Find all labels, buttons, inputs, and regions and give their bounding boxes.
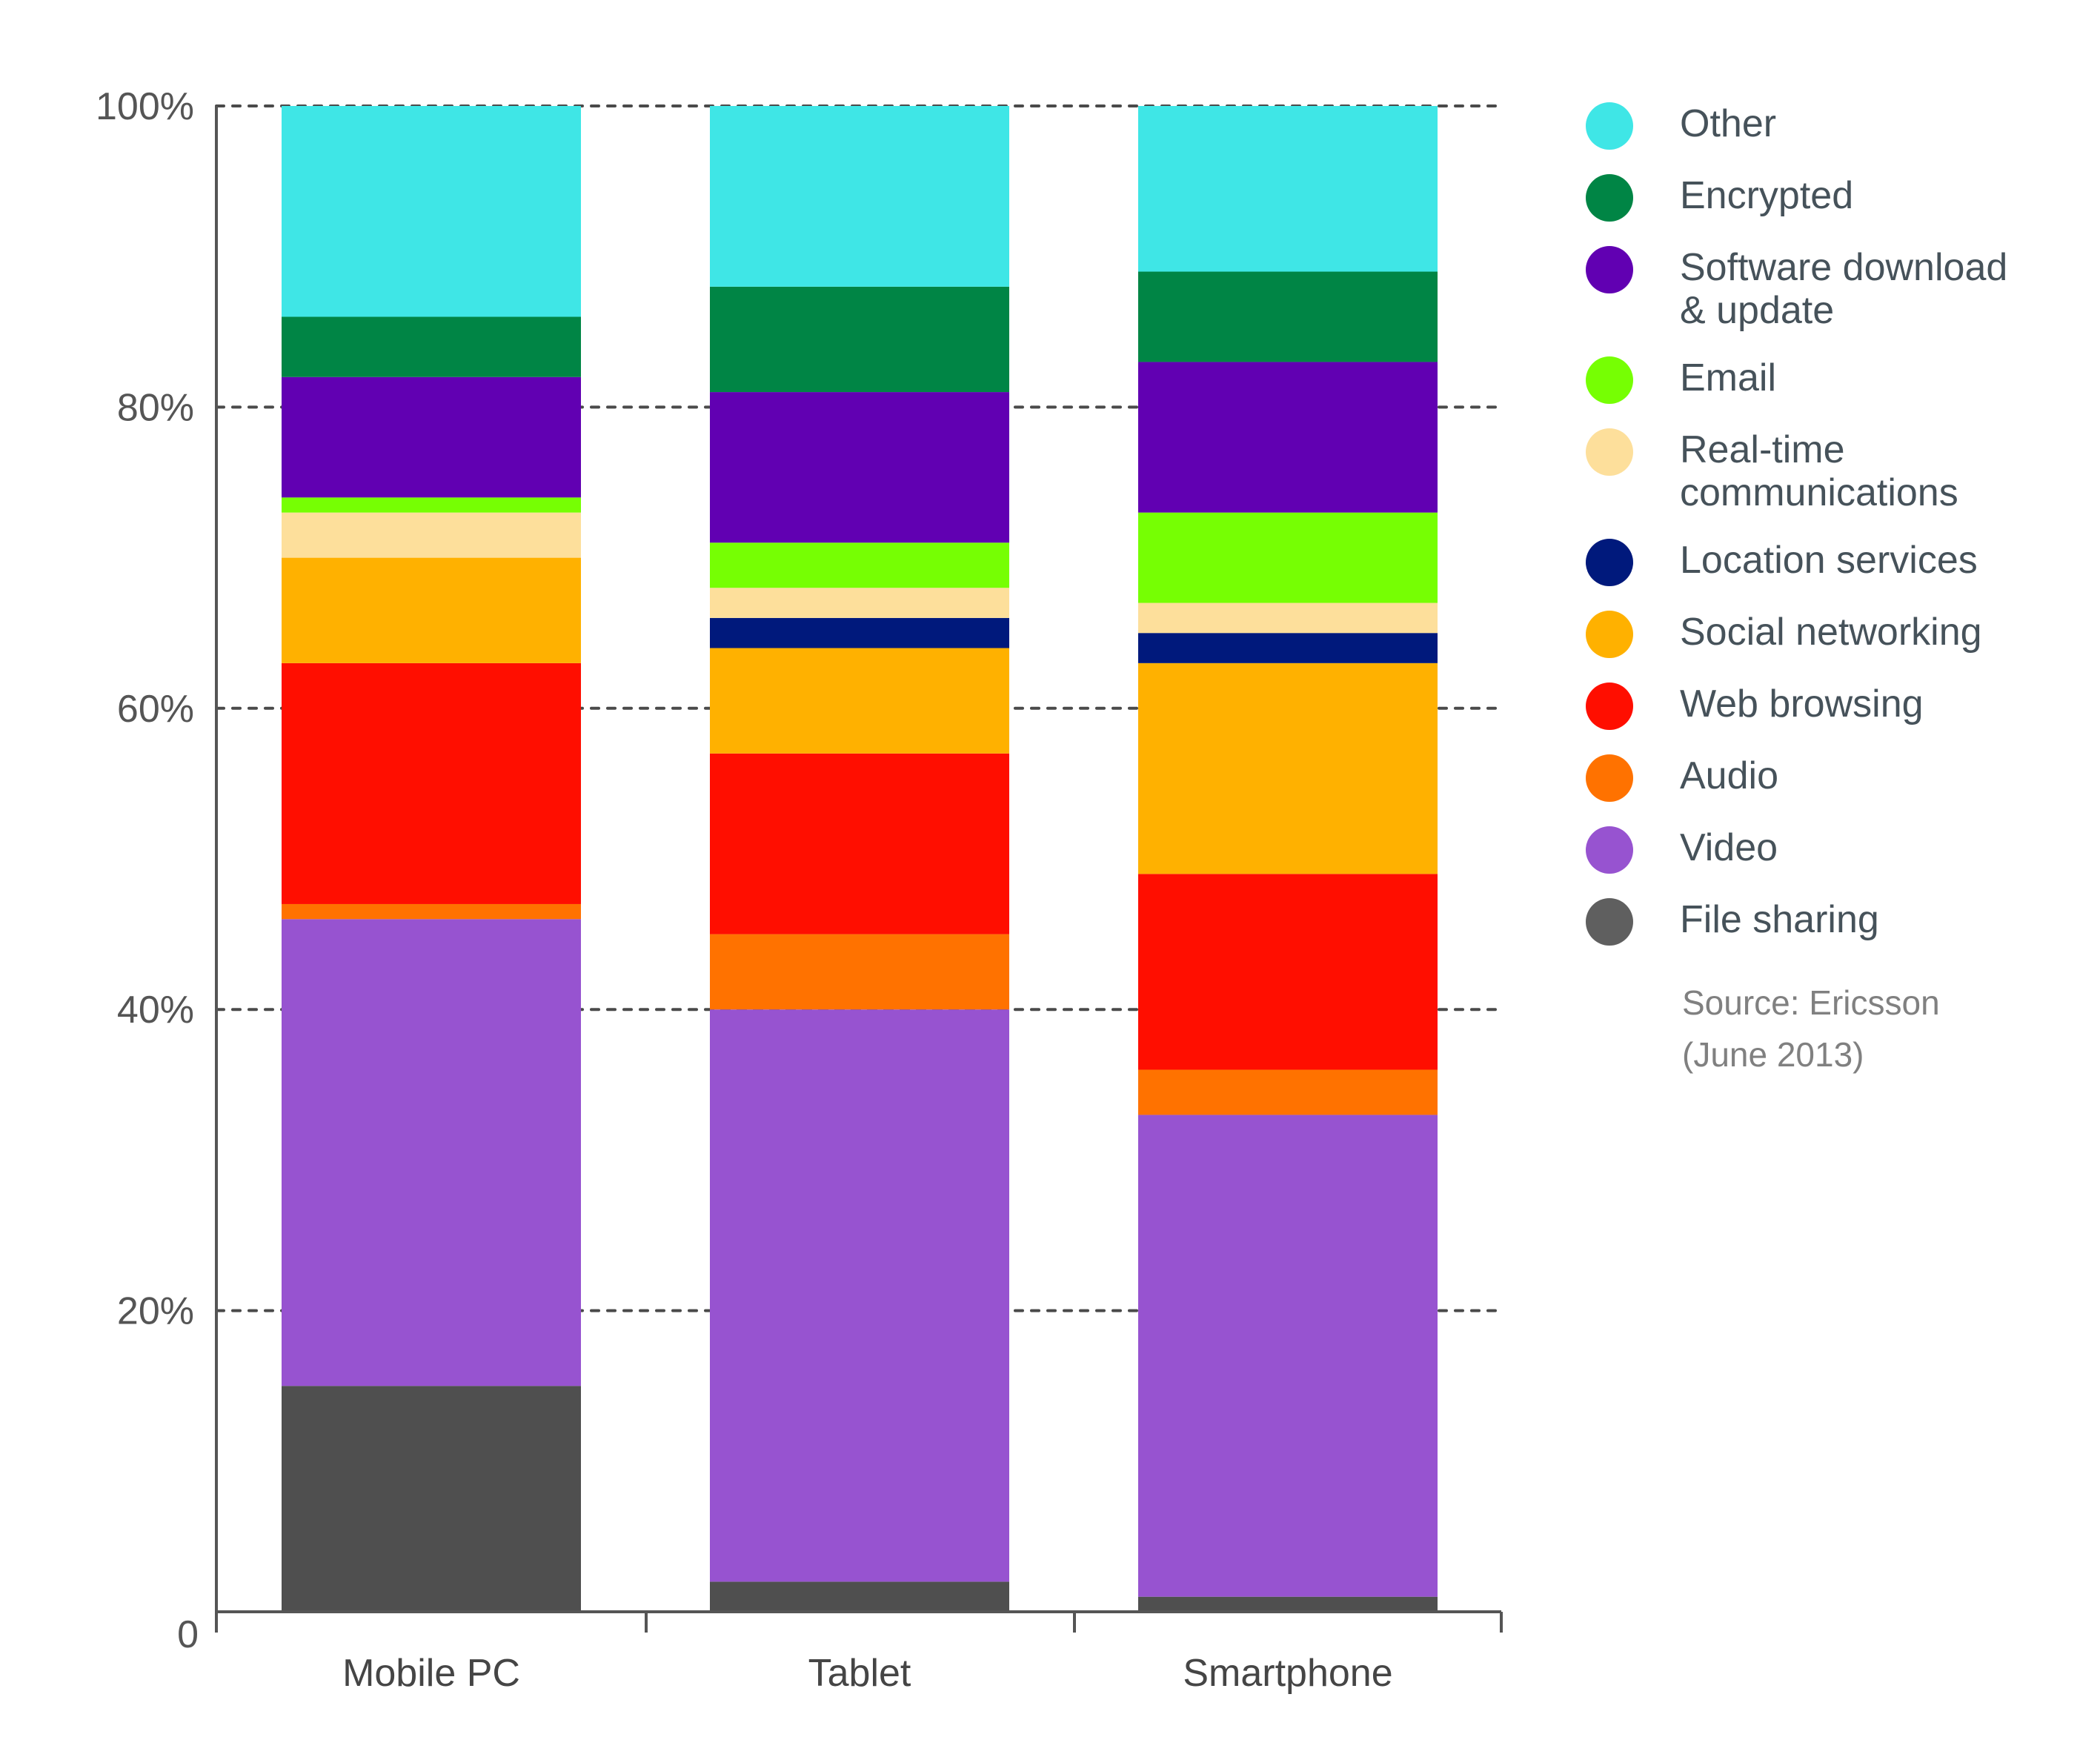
legend-swatch-icon [1586,754,1633,802]
segment-web-browsing [710,753,1009,934]
segment-video [1138,1115,1438,1597]
legend-label: Other [1680,102,1776,145]
segment-location-services [1138,633,1438,663]
y-tick-label: 40% [117,989,194,1032]
y-tick-label: 80% [117,386,194,429]
legend-label-line: Other [1680,102,1777,145]
legend-label-line: Web browsing [1680,683,1924,725]
bar-tablet [710,106,1009,1612]
segment-email [282,497,581,513]
bar-mobile-pc [282,106,581,1612]
legend-label: Audio [1680,754,1778,797]
segment-real-time-communications [710,588,1009,618]
legend-item: File sharing [1586,898,2090,946]
legend-label-line: Location services [1680,539,1978,582]
legend-swatch-icon [1586,683,1633,730]
source-note: Source: Ericsson (June 2013) [1682,977,1940,1080]
legend-label: Email [1680,356,1776,399]
segment-video [710,1009,1009,1582]
legend-label: Real-time communications [1680,428,1958,514]
segment-audio [1138,1069,1438,1115]
legend-item: Software download & update [1586,246,2090,332]
legend-swatch-icon [1586,246,1633,293]
legend-item: Social networking [1586,611,2090,658]
legend-swatch-icon [1586,826,1633,874]
legend-item: Encrypted [1586,174,2090,222]
bars [282,106,1438,1612]
legend-swatch-icon [1586,539,1633,586]
source-line-2: (June 2013) [1682,1035,1864,1074]
legend-item: Video [1586,826,2090,874]
segment-file-sharing [1138,1596,1438,1612]
legend-label: Encrypted [1680,174,1853,217]
segment-file-sharing [710,1581,1009,1612]
legend-item: Other [1586,102,2090,150]
legend-item: Real-time communications [1586,428,2090,514]
legend-item: Web browsing [1586,683,2090,730]
y-axis-tick-labels: 0 20% 40% 60% 80% 100% [96,85,199,1656]
legend-swatch-icon [1586,428,1633,476]
x-category-label: Mobile PC [342,1652,520,1695]
bar-smartphone [1138,106,1438,1612]
segment-social-networking [710,648,1009,754]
segment-audio [710,934,1009,1010]
segment-real-time-communications [282,512,581,558]
x-category-label: Tablet [808,1652,911,1695]
segment-audio [282,903,581,920]
segment-location-services [710,617,1009,648]
legend-swatch-icon [1586,356,1633,404]
segment-software-download-update [1138,362,1438,513]
legend-label: File sharing [1680,898,1879,941]
legend-label-line: Email [1680,356,1777,399]
legend-label: Web browsing [1680,683,1924,725]
legend-label-line: communications [1680,471,1958,514]
legend-item: Audio [1586,754,2090,802]
legend-label: Location services [1680,539,1978,582]
legend-label: Software download & update [1680,246,2007,332]
segment-software-download-update [282,376,581,498]
y-tick-label: 0 [177,1613,199,1656]
legend-label-line: Social networking [1680,611,1982,654]
legend-label-line: Audio [1680,754,1778,797]
source-line-1: Source: Ericsson [1682,983,1940,1022]
segment-encrypted [1138,271,1438,362]
segment-other [1138,106,1438,272]
segment-web-browsing [282,663,581,904]
legend-label-line: Real-time [1680,428,1845,471]
segment-social-networking [282,557,581,663]
segment-web-browsing [1138,874,1438,1070]
axes [215,106,1503,1633]
segment-social-networking [1138,663,1438,874]
segment-encrypted [282,316,581,377]
legend-label-line: Video [1680,826,1778,869]
legend-swatch-icon [1586,898,1633,946]
legend-label-line: Software download [1680,246,2008,289]
legend-item: Email [1586,356,2090,404]
segment-video [282,919,581,1387]
segment-other [282,106,581,317]
x-category-label: Smartphone [1183,1652,1392,1695]
y-tick-label: 60% [117,688,194,731]
legend-label-line: & update [1680,289,1835,332]
segment-email [1138,512,1438,603]
legend-swatch-icon [1586,174,1633,222]
y-tick-label: 20% [117,1290,194,1333]
legend-swatch-icon [1586,102,1633,150]
segment-email [710,542,1009,588]
legend-label: Video [1680,826,1778,869]
x-axis-category-labels: Mobile PC Tablet Smartphone [342,1652,1393,1695]
segment-other [710,106,1009,287]
legend-item: Location services [1586,539,2090,586]
segment-file-sharing [282,1386,581,1612]
legend: Other Encrypted Software download & update E… [1586,102,2090,970]
legend-swatch-icon [1586,611,1633,658]
segment-encrypted [710,286,1009,393]
legend-label: Social networking [1680,611,1982,654]
segment-real-time-communications [1138,602,1438,634]
y-tick-label: 100% [96,85,194,128]
segment-software-download-update [710,392,1009,543]
legend-label-line: Encrypted [1680,174,1854,217]
legend-label-line: File sharing [1680,898,1879,941]
